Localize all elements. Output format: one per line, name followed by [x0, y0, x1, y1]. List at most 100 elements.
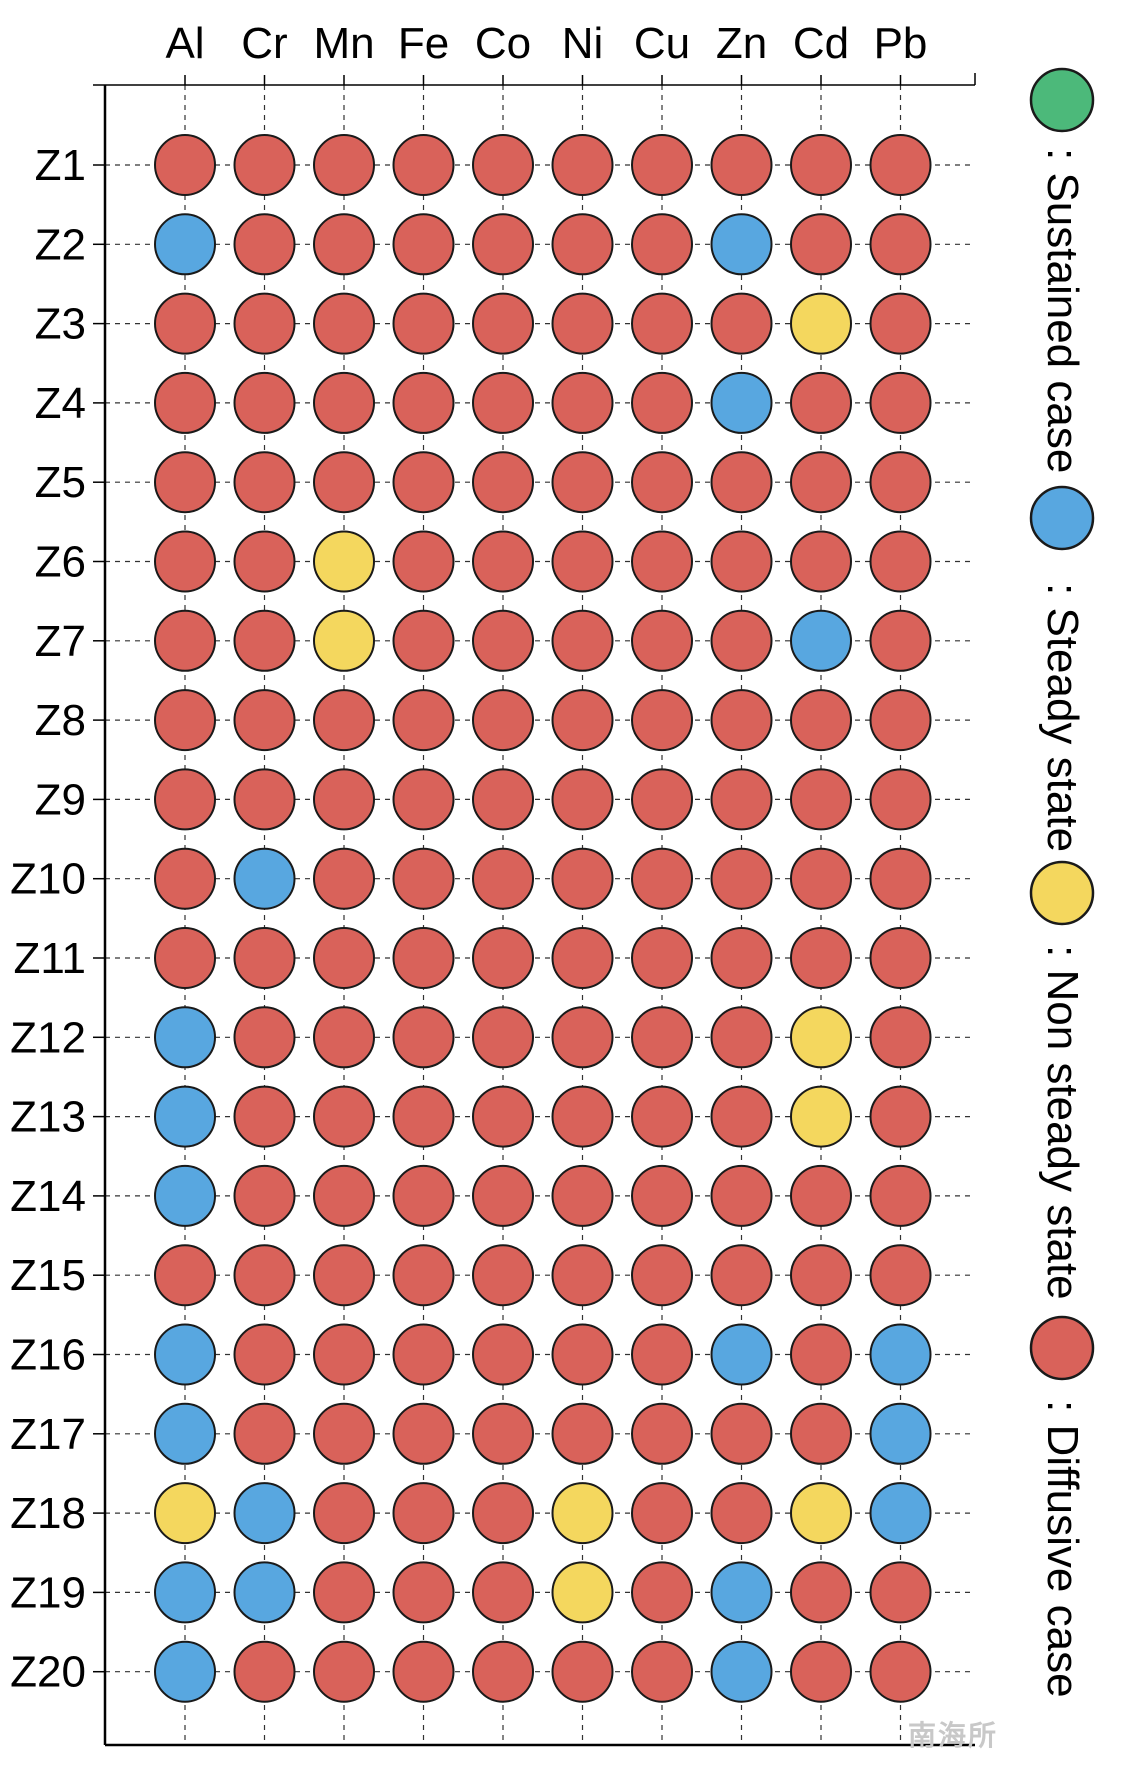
data-dot	[392, 768, 455, 831]
data-dot	[790, 1006, 852, 1069]
data-dot	[313, 1561, 375, 1624]
data-dot	[631, 292, 693, 355]
data-dot	[631, 451, 693, 514]
row-label: Z6	[35, 538, 86, 587]
data-dot	[869, 927, 932, 989]
data-dot	[472, 847, 534, 910]
data-dot	[631, 1561, 693, 1624]
row-label: Z1	[35, 141, 86, 190]
data-dot	[313, 530, 375, 593]
data-dot	[790, 213, 852, 276]
data-dot	[392, 1244, 455, 1307]
plot-frame	[93, 73, 976, 1747]
data-dot	[631, 927, 693, 989]
data-dot	[472, 609, 534, 672]
row-label: Z3	[35, 300, 86, 349]
data-dot	[472, 371, 534, 434]
data-dot	[313, 927, 375, 989]
data-dot	[710, 1482, 773, 1545]
data-dot	[392, 1640, 455, 1703]
data-dot	[233, 1323, 296, 1386]
data-dot	[233, 609, 296, 672]
data-dot	[869, 371, 932, 434]
data-dot	[551, 1402, 614, 1465]
data-dot	[631, 847, 693, 910]
data-dot	[392, 451, 455, 514]
data-dot	[154, 927, 216, 989]
data-dot	[313, 1323, 375, 1386]
data-dot	[631, 1482, 693, 1545]
row-label: Z12	[10, 1013, 86, 1062]
data-dot	[313, 1402, 375, 1465]
data-dot	[551, 530, 614, 593]
data-dot	[710, 530, 773, 593]
data-dot	[710, 1402, 773, 1465]
data-dot	[472, 1085, 534, 1148]
data-dot	[313, 847, 375, 910]
data-dot	[790, 1085, 852, 1148]
data-dot	[710, 213, 773, 276]
data-dot	[631, 1402, 693, 1465]
data-dot	[233, 1164, 296, 1227]
data-dot	[869, 213, 932, 276]
legend-label-steady: : Steady state	[1038, 583, 1087, 852]
data-dot	[710, 1085, 773, 1148]
data-dot	[790, 134, 852, 196]
data-dot	[869, 1561, 932, 1624]
data-dot	[631, 371, 693, 434]
data-dot	[233, 134, 296, 196]
data-dot	[710, 451, 773, 514]
data-dot	[551, 134, 614, 196]
data-dot	[710, 847, 773, 910]
data-dot	[710, 1323, 773, 1386]
data-dot	[551, 609, 614, 672]
data-dot	[551, 1006, 614, 1069]
row-label: Z18	[10, 1489, 86, 1538]
data-dot	[154, 530, 216, 593]
data-dot	[790, 1402, 852, 1465]
row-label: Z19	[10, 1568, 86, 1617]
data-dot	[472, 530, 534, 593]
data-dot	[869, 768, 932, 831]
data-dot	[233, 213, 296, 276]
data-dot	[631, 609, 693, 672]
row-label: Z8	[35, 696, 86, 745]
data-dot	[472, 1561, 534, 1624]
data-dot	[233, 1561, 296, 1624]
data-dot	[790, 847, 852, 910]
data-dot	[710, 609, 773, 672]
data-dot	[790, 1482, 852, 1545]
data-dot	[313, 1482, 375, 1545]
data-dot	[233, 530, 296, 593]
data-dot	[392, 134, 455, 196]
column-label: Pb	[874, 19, 928, 68]
row-label: Z14	[10, 1172, 86, 1221]
data-dot	[392, 371, 455, 434]
data-dot	[869, 609, 932, 672]
data-dot	[233, 847, 296, 910]
data-dot	[710, 1164, 773, 1227]
data-dot	[710, 134, 773, 196]
data-dot	[154, 847, 216, 910]
data-dot	[869, 1006, 932, 1069]
row-label: Z2	[35, 220, 86, 269]
data-dot	[472, 1323, 534, 1386]
data-dot	[392, 1006, 455, 1069]
legend-label-sustained: : Sustained case	[1038, 148, 1087, 473]
data-dot	[631, 1640, 693, 1703]
data-dot	[154, 213, 216, 276]
data-dot	[790, 768, 852, 831]
data-dot	[790, 1244, 852, 1307]
data-dot	[233, 689, 296, 752]
data-dot	[154, 1482, 216, 1545]
data-dot	[869, 1482, 932, 1545]
data-dot	[869, 1640, 932, 1703]
data-dot	[233, 768, 296, 831]
data-dot	[313, 371, 375, 434]
data-dot	[392, 1561, 455, 1624]
row-label: Z17	[10, 1410, 86, 1459]
data-dot	[631, 134, 693, 196]
data-dot	[631, 1006, 693, 1069]
data-dot	[233, 451, 296, 514]
